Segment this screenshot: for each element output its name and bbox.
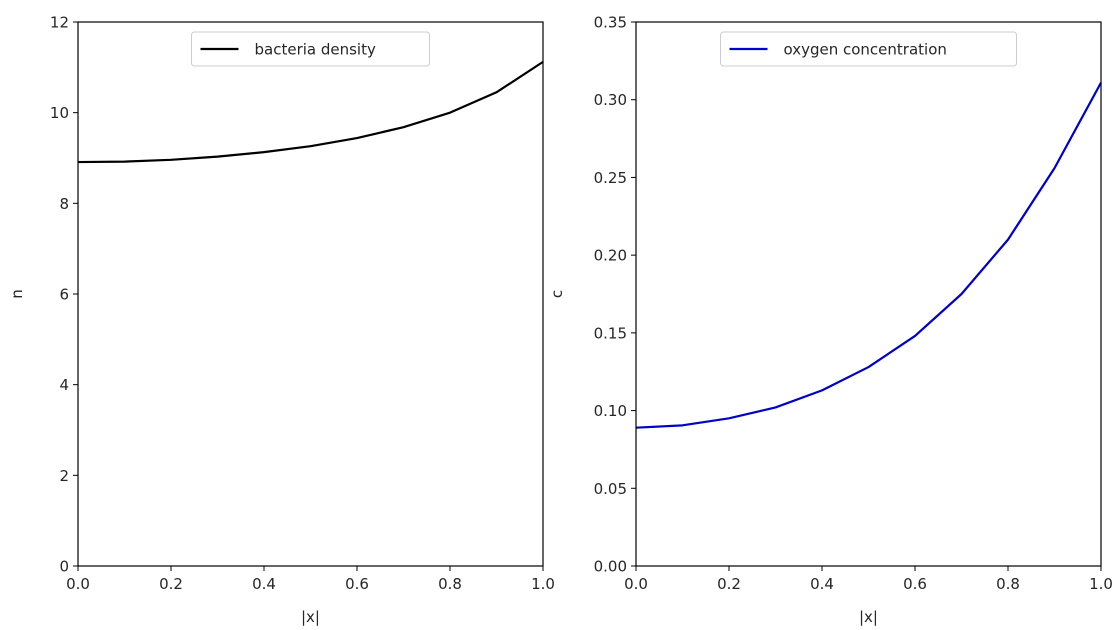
y-tick-label: 0.25	[594, 169, 627, 187]
x-tick-label: 0.4	[252, 575, 276, 593]
x-axis-label: |x|	[859, 608, 878, 626]
x-tick-label: 0.8	[996, 575, 1020, 593]
legend: oxygen concentration	[720, 31, 1017, 67]
y-tick-label: 2	[59, 467, 69, 485]
chart-bacteria-density: 0.0 0.2 0.4 0.6 0.8 1.0 0 2 4 6 8 10 12 |x| n bacteria …	[8, 14, 555, 627]
series-line-0-0	[77, 60, 544, 164]
y-tick-label: 8	[59, 195, 69, 213]
y-tick-label: 12	[50, 14, 69, 32]
legend: bacteria density	[191, 31, 430, 67]
x-tick-label: 0.4	[810, 575, 834, 593]
x-axis-label: |x|	[301, 608, 320, 626]
chart-oxygen-concentration: 0.0 0.2 0.4 0.6 0.8 1.0 0.00 0.05 0.10 0.15 0.20 0.…	[548, 14, 1113, 627]
y-tick-label: 6	[59, 286, 69, 304]
legend-label: oxygen concentration	[784, 41, 947, 59]
y-tick-label: 0.30	[594, 91, 627, 109]
y-tick-label: 0.00	[594, 558, 627, 576]
legend-box	[720, 31, 1017, 67]
y-tick-label: 10	[50, 104, 69, 122]
x-tick-label: 0.0	[624, 575, 648, 593]
y-tick-label: 0	[59, 558, 69, 576]
y-axis-label: n	[8, 289, 26, 299]
x-tick-label: 1.0	[1089, 575, 1113, 593]
y-tick-label: 0.10	[594, 402, 627, 420]
series-line-1-0	[635, 82, 1102, 429]
legend-label: bacteria density	[255, 41, 376, 59]
legend-box	[191, 31, 430, 67]
x-tick-label: 0.2	[717, 575, 741, 593]
x-tick-label: 0.0	[66, 575, 90, 593]
plot-frame	[635, 21, 1102, 567]
y-tick-label: 0.20	[594, 247, 627, 265]
x-tick-label: 0.2	[159, 575, 183, 593]
x-tick-label: 0.6	[903, 575, 927, 593]
x-tick-label: 0.6	[345, 575, 369, 593]
y-tick-label: 0.35	[594, 14, 627, 32]
y-tick-label: 0.05	[594, 480, 627, 498]
x-tick-label: 1.0	[531, 575, 555, 593]
y-tick-label: 4	[59, 376, 69, 394]
x-tick-label: 0.8	[438, 575, 462, 593]
y-axis-label: c	[548, 290, 566, 298]
y-tick-label: 0.15	[594, 324, 627, 342]
